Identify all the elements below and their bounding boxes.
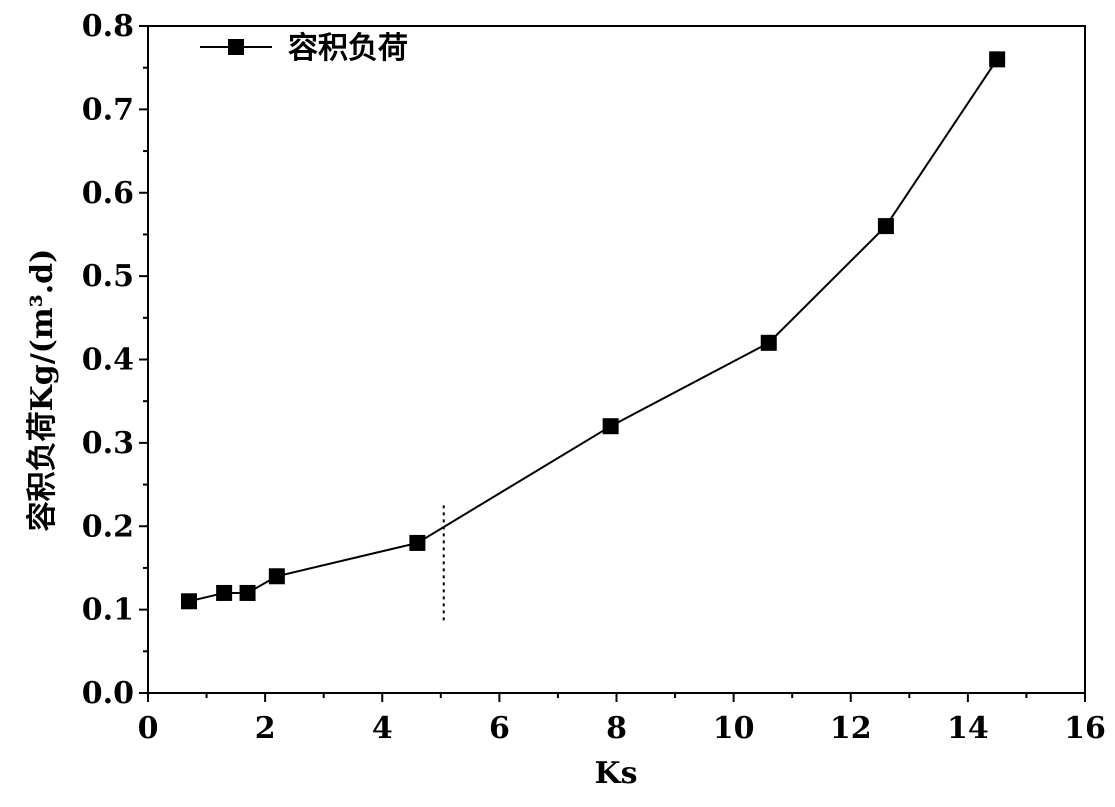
data-point: [268, 568, 285, 585]
data-point: [989, 51, 1006, 68]
y-tick-label: 0.1: [82, 593, 134, 628]
x-tick-label: 8: [606, 711, 627, 746]
legend-marker: [228, 39, 244, 55]
x-tick-label: 0: [138, 711, 159, 746]
data-point: [760, 334, 777, 351]
y-axis-title: 容积负荷Kg/(m³.d): [25, 249, 60, 532]
x-tick-label: 2: [255, 711, 276, 746]
data-point: [409, 534, 426, 551]
y-tick-label: 0.4: [82, 343, 134, 378]
x-tick-label: 6: [489, 711, 510, 746]
data-point: [216, 584, 233, 601]
x-tick-label: 14: [947, 711, 989, 746]
data-point: [239, 584, 256, 601]
y-tick-label: 0.6: [82, 176, 134, 211]
x-axis-title: Ks: [595, 756, 638, 791]
x-tick-label: 12: [830, 711, 872, 746]
series-line: [188, 58, 998, 603]
x-tick-label: 16: [1064, 711, 1106, 746]
y-tick-label: 0.8: [82, 9, 134, 44]
y-tick-label: 0.0: [82, 676, 134, 711]
legend: 容积负荷: [200, 31, 408, 66]
data-point: [180, 593, 197, 610]
y-tick-label: 0.3: [82, 426, 134, 461]
y-tick-label: 0.7: [82, 92, 134, 127]
axis-ticks: [139, 25, 1086, 702]
legend-label: 容积负荷: [288, 31, 408, 66]
axis-tick-labels: 0 2 4 6 8 10 12 14 16 0.0 0.1 0.2 0.3 0.4 0.5 0.6 0.7 0.8: [82, 9, 1106, 746]
x-tick-label: 10: [713, 711, 755, 746]
y-tick-label: 0.2: [82, 509, 134, 544]
y-tick-label: 0.5: [82, 259, 134, 294]
x-tick-label: 4: [372, 711, 393, 746]
data-point: [877, 218, 894, 235]
plot-frame: [147, 25, 1086, 694]
series-line-group: [188, 58, 998, 603]
data-point: [602, 418, 619, 435]
data-markers: [180, 51, 1006, 610]
